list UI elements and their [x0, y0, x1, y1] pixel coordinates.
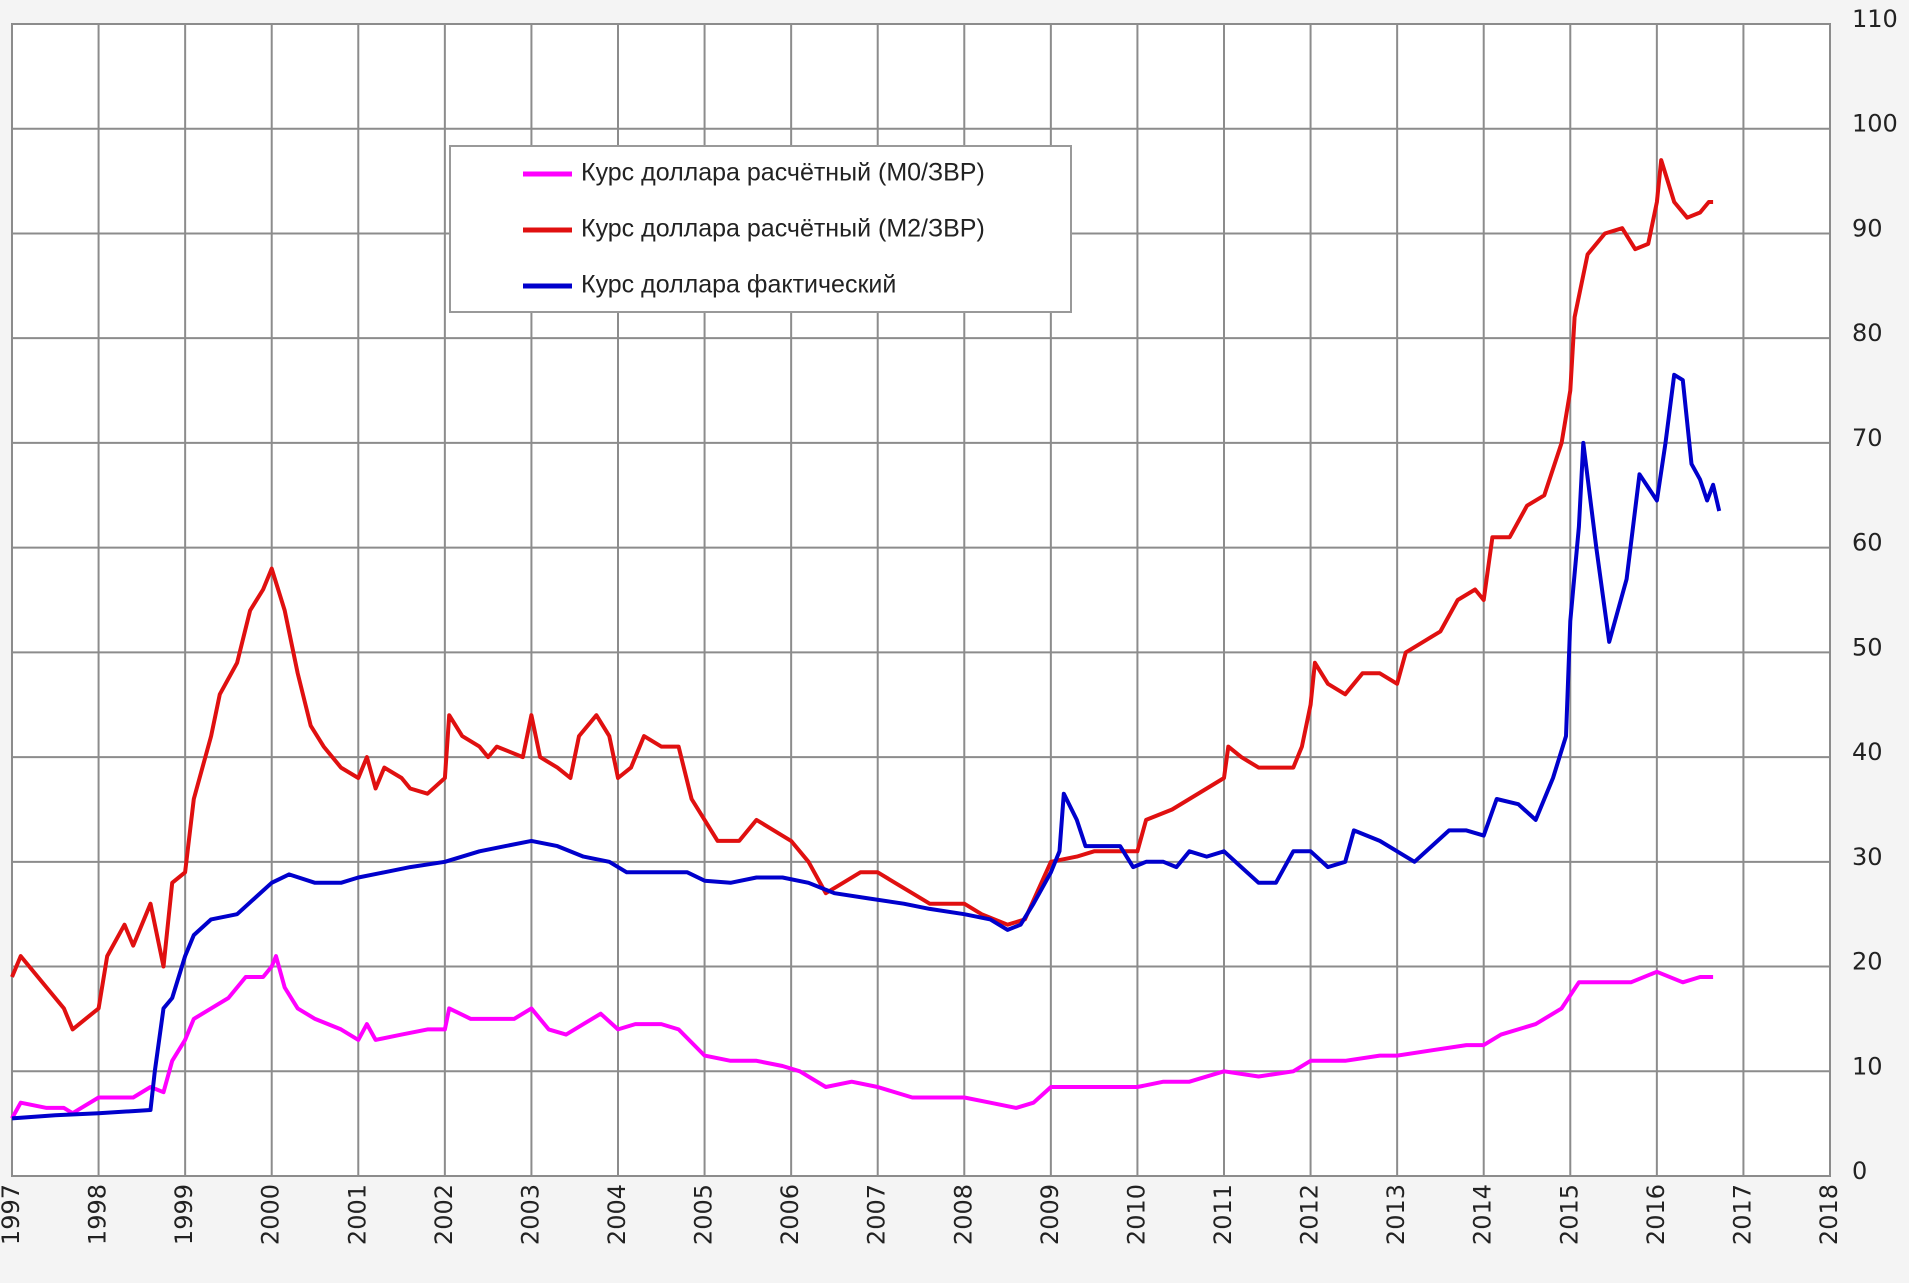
y-tick-label: 50: [1852, 633, 1883, 661]
x-tick-label: 2007: [863, 1184, 891, 1245]
x-tick-label: 2002: [430, 1184, 458, 1245]
legend-label: Курс доллара расчётный (М0/ЗВР): [581, 159, 985, 187]
x-tick-label: 1998: [84, 1184, 112, 1245]
x-tick-label: 1997: [0, 1184, 25, 1245]
x-tick-label: 1999: [170, 1184, 198, 1245]
x-tick-label: 2010: [1122, 1184, 1150, 1245]
x-tick-label: 2014: [1469, 1184, 1497, 1245]
y-tick-label: 70: [1852, 424, 1883, 452]
y-tick-label: 20: [1852, 948, 1883, 976]
axes: 0 10 20 30 40 50 60 70 80 90 100 110 1997 1998 1999 200…: [0, 5, 1898, 1245]
y-tick-label: 0: [1852, 1157, 1867, 1185]
x-tick-label: 2015: [1555, 1184, 1583, 1245]
x-tick-label: 2012: [1296, 1184, 1324, 1245]
y-tick-label: 110: [1852, 5, 1898, 33]
y-tick-label: 60: [1852, 529, 1883, 557]
y-tick-label: 30: [1852, 843, 1883, 871]
x-tick-label: 2017: [1728, 1184, 1756, 1245]
legend-label: Курс доллара расчётный (М2/ЗВР): [581, 215, 985, 243]
y-tick-label: 10: [1852, 1052, 1883, 1080]
x-tick-label: 2018: [1815, 1184, 1843, 1245]
series-line: [10, 954, 1714, 1120]
x-tick-label: 2013: [1382, 1184, 1410, 1245]
x-tick-label: 2006: [776, 1184, 804, 1245]
x-tick-label: 2005: [690, 1184, 718, 1245]
y-tick-label: 40: [1852, 738, 1883, 766]
x-tick-label: 2009: [1036, 1184, 1064, 1245]
lines: [10, 158, 1722, 1121]
x-tick-label: 2016: [1642, 1184, 1670, 1245]
legend: Курс доллара расчётный (М0/ЗВР) Курс долл…: [449, 145, 1072, 313]
x-tick-label: 2000: [257, 1184, 285, 1245]
y-tick-label: 90: [1852, 214, 1883, 242]
x-tick-label: 2001: [343, 1184, 371, 1245]
series-line: [10, 158, 1714, 1032]
legend-label: Курс доллара фактический: [581, 271, 896, 299]
x-tick-label: 2003: [516, 1184, 544, 1245]
series-line: [11, 372, 1722, 1121]
y-tick-label: 100: [1852, 110, 1898, 138]
x-tick-label: 2011: [1209, 1184, 1237, 1245]
y-tick-label: 80: [1852, 319, 1883, 347]
x-tick-label: 2008: [949, 1184, 977, 1245]
x-tick-label: 2004: [603, 1184, 631, 1245]
